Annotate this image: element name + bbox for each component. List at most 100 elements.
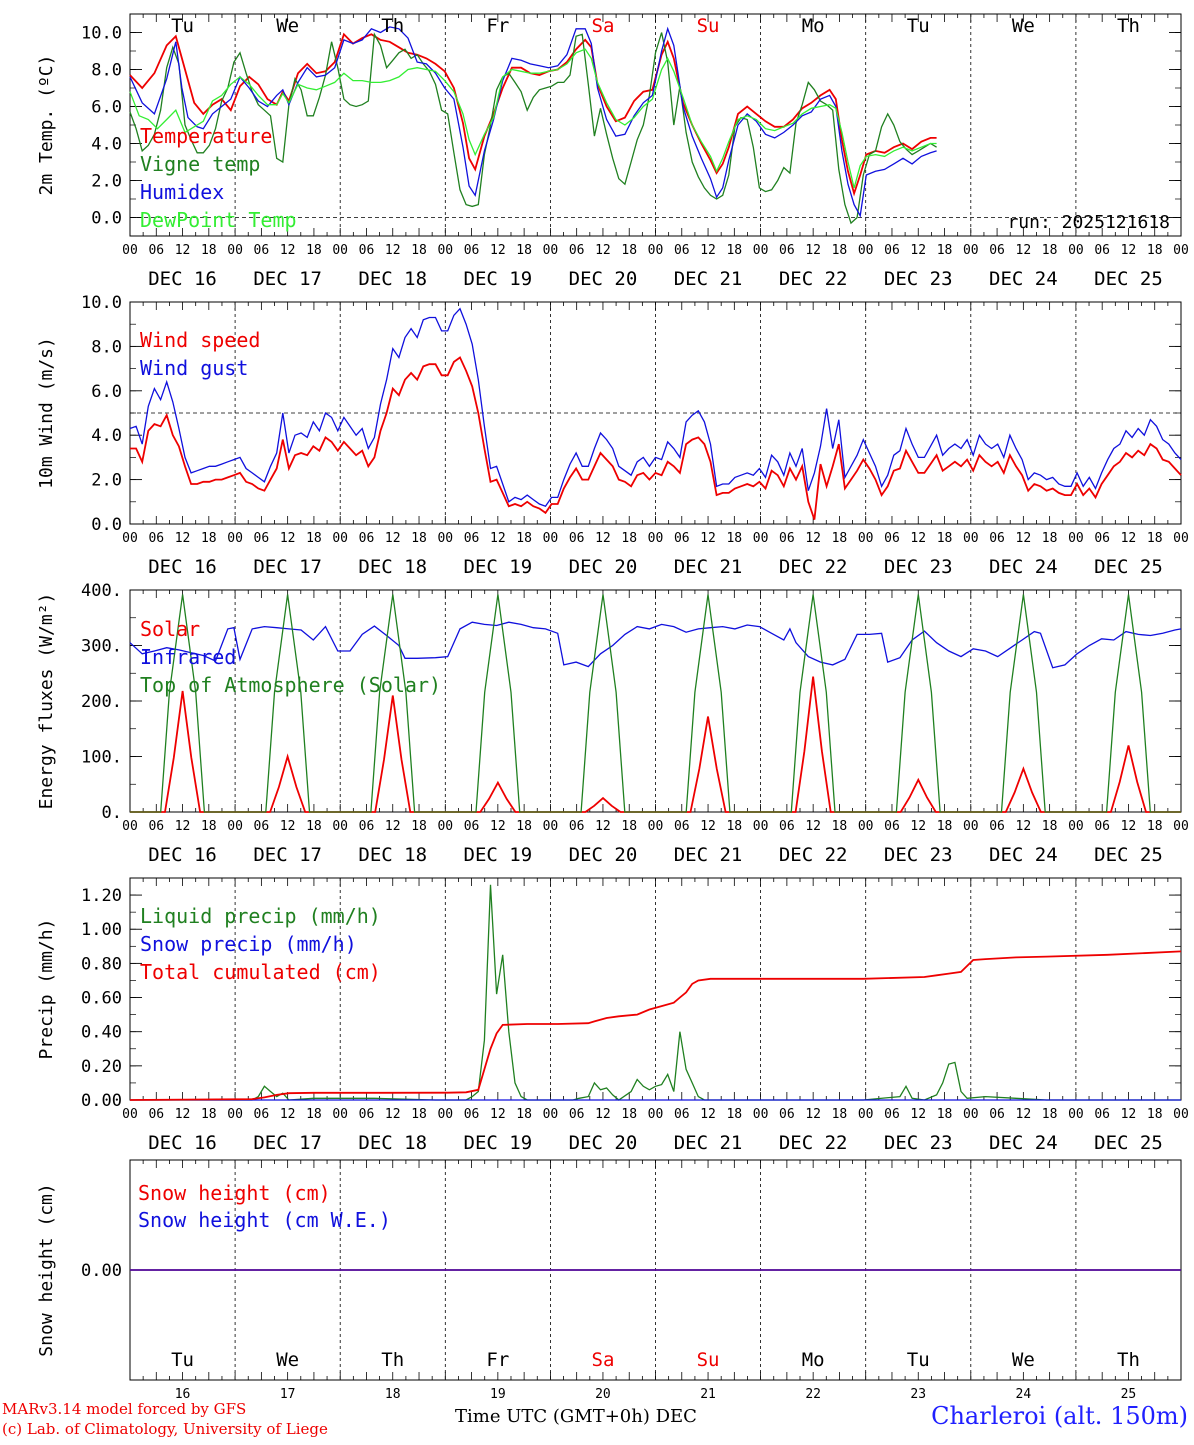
hour-label: 00 bbox=[648, 243, 664, 258]
legend-entry: Snow height (cm) bbox=[138, 1181, 331, 1205]
hour-label: 12 bbox=[1016, 531, 1032, 546]
date-label: DEC 22 bbox=[779, 844, 848, 866]
weekday-label-bottom: Tu bbox=[171, 1349, 194, 1371]
hour-label: 06 bbox=[359, 243, 375, 258]
date-label: DEC 21 bbox=[674, 556, 743, 578]
hour-label: 18 bbox=[726, 1107, 742, 1122]
date-label: DEC 24 bbox=[989, 268, 1058, 290]
time-axis-text: Time UTC (GMT+0h) bbox=[455, 1406, 650, 1427]
hour-label: 00 bbox=[858, 819, 874, 834]
hour-label: 06 bbox=[148, 531, 164, 546]
date-label: DEC 18 bbox=[358, 556, 427, 578]
legend-entry: Humidex bbox=[140, 180, 224, 204]
hour-label: 06 bbox=[569, 1107, 585, 1122]
y-tick-label: 300. bbox=[81, 637, 122, 657]
hour-label: 06 bbox=[989, 819, 1005, 834]
day-number-label: 19 bbox=[490, 1387, 506, 1402]
date-label: DEC 18 bbox=[358, 1132, 427, 1154]
hour-label: 12 bbox=[595, 819, 611, 834]
hour-label: 18 bbox=[621, 531, 637, 546]
hour-label: 18 bbox=[201, 243, 217, 258]
hour-label: 00 bbox=[1173, 243, 1189, 258]
hour-label: 12 bbox=[490, 243, 506, 258]
hour-label: 12 bbox=[490, 531, 506, 546]
hour-label: 06 bbox=[464, 243, 480, 258]
date-label: DEC 16 bbox=[148, 1132, 217, 1154]
day-number-label: 21 bbox=[700, 1387, 716, 1402]
hour-label: 06 bbox=[464, 531, 480, 546]
weekday-label-bottom: Su bbox=[697, 1349, 720, 1371]
hour-label: 18 bbox=[621, 1107, 637, 1122]
hour-label: 00 bbox=[332, 531, 348, 546]
date-label: DEC 20 bbox=[569, 1132, 638, 1154]
hour-label: 00 bbox=[963, 531, 979, 546]
hour-label: 06 bbox=[779, 531, 795, 546]
series-line-top-of-atmosphere-solar- bbox=[130, 594, 1181, 813]
panel-precip: 0.00 0.20 0.40 0.60 0.80 1.00 1.20 Precip (mm/h… bbox=[36, 877, 1189, 1154]
y-tick-label: 6.0 bbox=[91, 382, 122, 402]
hour-label: 00 bbox=[437, 819, 453, 834]
hour-label: 06 bbox=[1094, 531, 1110, 546]
weekday-label-top: We bbox=[1012, 15, 1035, 37]
y-tick-label: 0. bbox=[102, 803, 122, 823]
hour-label: 06 bbox=[1094, 1107, 1110, 1122]
legend-entry: Wind gust bbox=[140, 356, 248, 380]
series-line-dewpoint-temp bbox=[129, 48, 937, 189]
hour-label: 18 bbox=[1147, 1107, 1163, 1122]
y-tick-label: 400. bbox=[81, 581, 122, 601]
weekday-label-bottom: Th bbox=[1117, 1349, 1140, 1371]
hour-label: 00 bbox=[543, 531, 559, 546]
hour-label: 12 bbox=[175, 243, 191, 258]
hour-label: 00 bbox=[648, 531, 664, 546]
hour-label: 00 bbox=[227, 531, 243, 546]
y-tick-label: 0.20 bbox=[81, 1057, 122, 1077]
hour-label: 18 bbox=[306, 819, 322, 834]
date-label: DEC 17 bbox=[253, 1132, 322, 1154]
weekday-label-bottom: Fr bbox=[486, 1349, 509, 1371]
hour-label: 06 bbox=[464, 819, 480, 834]
date-label: DEC 21 bbox=[674, 1132, 743, 1154]
weekday-label-bottom: We bbox=[276, 1349, 299, 1371]
y-axis-label: Snow height (cm) bbox=[36, 1183, 57, 1356]
date-label: DEC 19 bbox=[464, 844, 533, 866]
hour-label: 00 bbox=[332, 819, 348, 834]
hour-label: 12 bbox=[1121, 243, 1137, 258]
hour-label: 00 bbox=[122, 531, 138, 546]
hour-label: 12 bbox=[175, 819, 191, 834]
y-axis-label: Precip (mm/h) bbox=[36, 919, 57, 1060]
hour-label: 00 bbox=[543, 1107, 559, 1122]
date-label: DEC 25 bbox=[1094, 556, 1163, 578]
hour-label: 12 bbox=[1121, 819, 1137, 834]
weekday-label-bottom: Tu bbox=[907, 1349, 930, 1371]
legend-entry: Liquid precip (mm/h) bbox=[140, 904, 381, 928]
hour-label: 18 bbox=[411, 531, 427, 546]
legend-entry: Temperature bbox=[140, 124, 272, 148]
hour-label: 00 bbox=[858, 531, 874, 546]
weekday-label-top: Sa bbox=[592, 15, 615, 37]
hour-label: 00 bbox=[1068, 243, 1084, 258]
hour-label: 06 bbox=[148, 819, 164, 834]
hour-label: 12 bbox=[175, 531, 191, 546]
day-number-label: 18 bbox=[385, 1387, 401, 1402]
day-number-label: 16 bbox=[175, 1387, 191, 1402]
hour-label: 12 bbox=[805, 531, 821, 546]
hour-label: 06 bbox=[989, 243, 1005, 258]
month-label: DEC bbox=[655, 1406, 697, 1427]
y-tick-label: 4.0 bbox=[91, 426, 122, 446]
hour-label: 12 bbox=[910, 531, 926, 546]
hour-label: 18 bbox=[726, 243, 742, 258]
hour-label: 18 bbox=[516, 819, 532, 834]
hour-label: 00 bbox=[858, 1107, 874, 1122]
hour-label: 18 bbox=[621, 819, 637, 834]
date-label: DEC 25 bbox=[1094, 268, 1163, 290]
hour-label: 18 bbox=[306, 531, 322, 546]
hour-label: 12 bbox=[1016, 243, 1032, 258]
y-axis-label: 2m Temp. (ºC) bbox=[36, 55, 57, 196]
date-label: DEC 16 bbox=[148, 844, 217, 866]
hour-label: 00 bbox=[963, 819, 979, 834]
model-credit: MARv3.14 model forced by GFS bbox=[2, 1400, 247, 1418]
date-label: DEC 16 bbox=[148, 556, 217, 578]
hour-label: 06 bbox=[569, 531, 585, 546]
hour-label: 06 bbox=[569, 243, 585, 258]
